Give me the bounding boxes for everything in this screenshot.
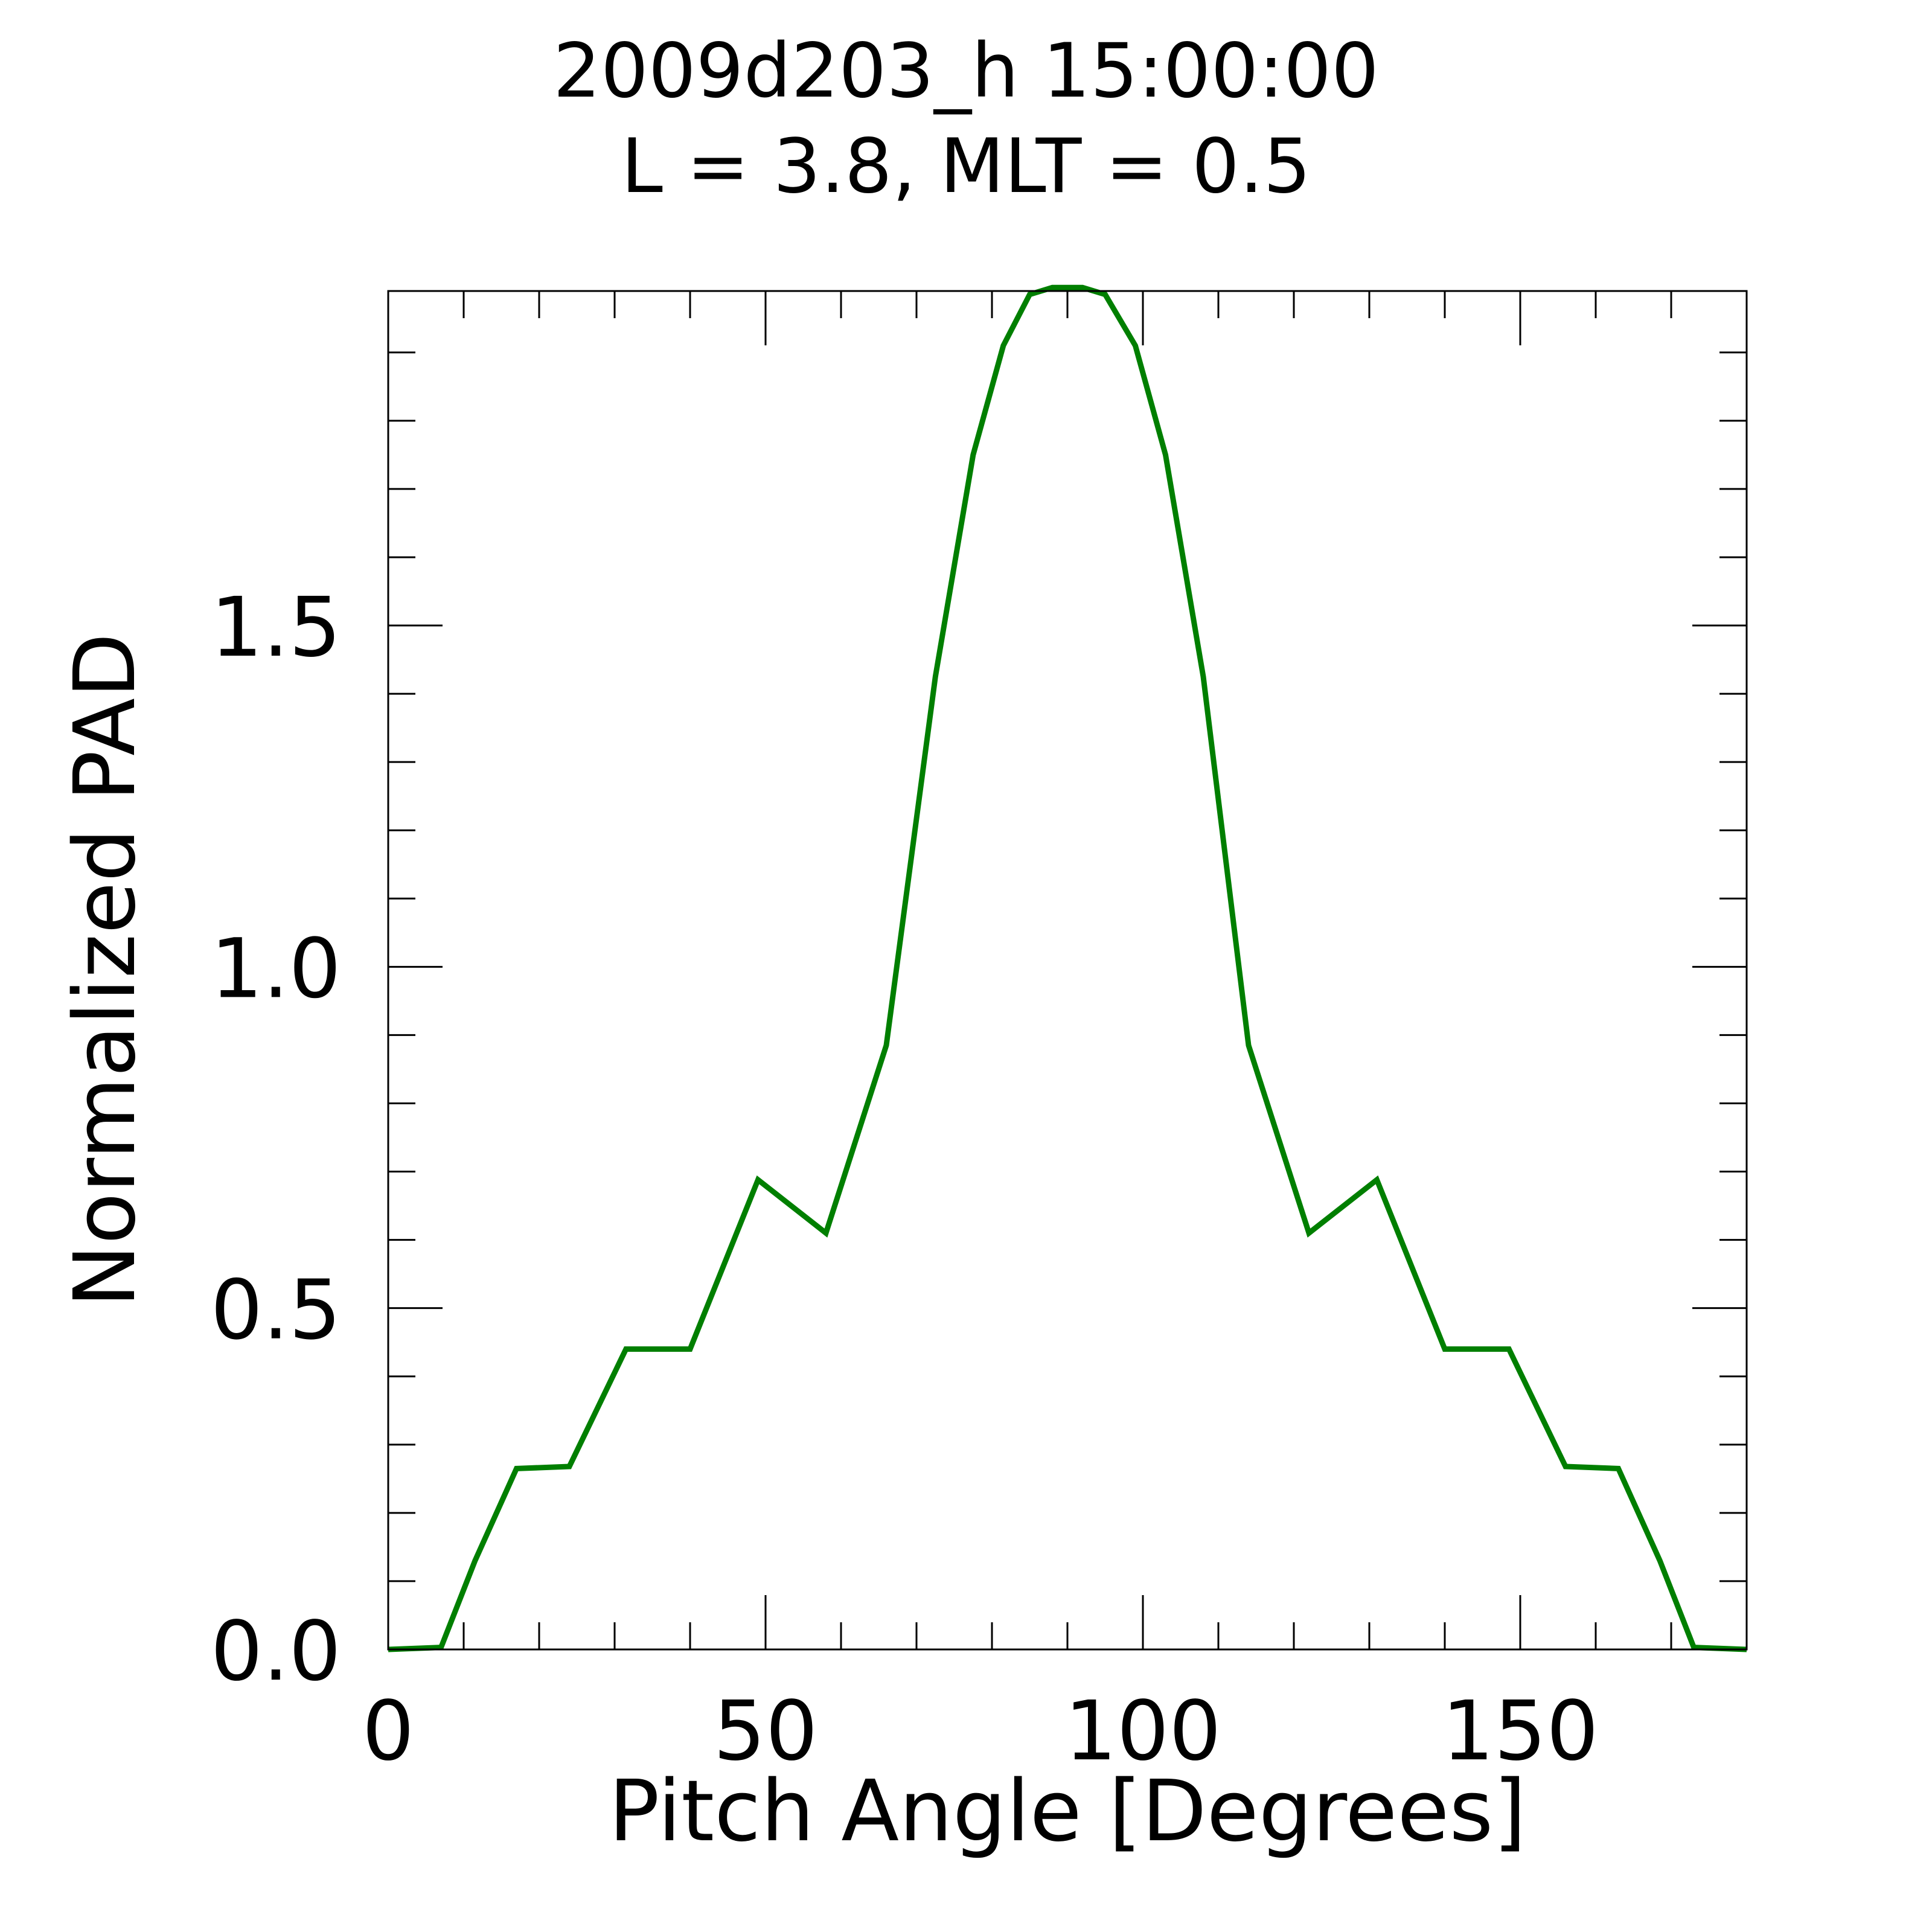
y-tick-label: 0.0 (211, 1604, 341, 1700)
chart-subtitle: L = 3.8, MLT = 0.5 (621, 123, 1311, 210)
axis-ticks (387, 291, 1748, 1651)
x-tick-label: 0 (362, 1684, 415, 1779)
x-tick-label: 150 (1442, 1684, 1599, 1779)
chart-title: 2009d203_h 15:00:00 (553, 28, 1379, 115)
x-tick-label: 100 (1064, 1684, 1221, 1779)
x-axis-label: Pitch Angle [Degrees] (609, 1762, 1526, 1861)
axis-tick-labels: 0 50 100 150 0.0 0.5 1.0 1.5 (211, 580, 1599, 1779)
series-line (388, 284, 1747, 1652)
y-tick-label: 0.5 (211, 1263, 341, 1358)
x-tick-label: 50 (713, 1684, 817, 1779)
plot-frame (387, 290, 1748, 1651)
y-tick-label: 1.0 (211, 921, 341, 1017)
y-tick-label: 1.5 (211, 580, 341, 676)
y-axis-label: Normalized PAD (56, 633, 155, 1307)
